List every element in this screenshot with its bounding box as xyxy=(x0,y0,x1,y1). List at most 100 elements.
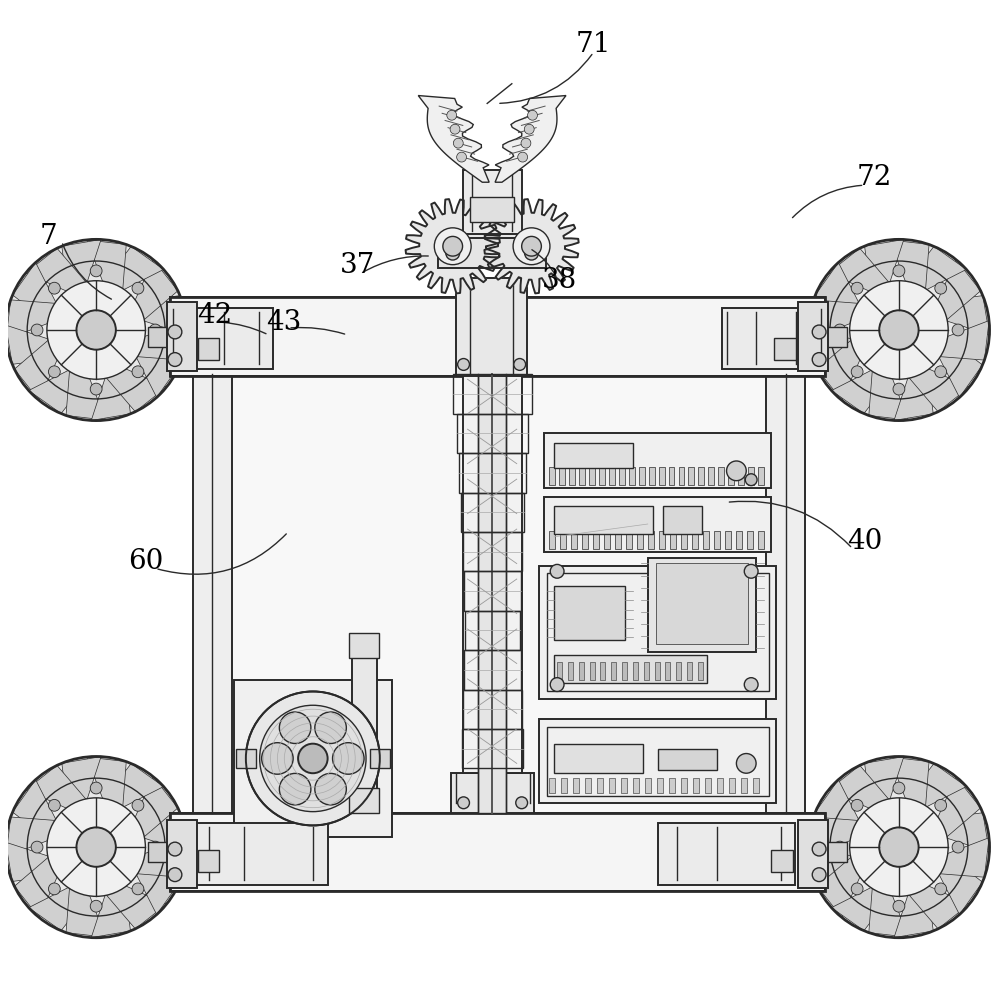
Circle shape xyxy=(298,744,328,773)
Polygon shape xyxy=(6,299,55,340)
Polygon shape xyxy=(890,239,929,289)
Circle shape xyxy=(834,841,846,853)
Bar xyxy=(747,531,753,549)
Polygon shape xyxy=(6,817,55,857)
Bar xyxy=(725,531,731,549)
Bar xyxy=(554,443,633,468)
Circle shape xyxy=(851,365,863,377)
Bar xyxy=(547,727,769,796)
Circle shape xyxy=(812,842,826,856)
Circle shape xyxy=(812,868,826,882)
Bar xyxy=(629,467,635,485)
Circle shape xyxy=(514,359,526,370)
Bar xyxy=(585,778,591,793)
Bar xyxy=(670,531,676,549)
Polygon shape xyxy=(809,299,858,340)
Circle shape xyxy=(851,800,863,812)
Polygon shape xyxy=(136,813,187,852)
Circle shape xyxy=(457,153,467,162)
Bar xyxy=(554,586,625,640)
Bar xyxy=(453,374,532,414)
Polygon shape xyxy=(817,341,860,400)
Circle shape xyxy=(132,365,144,377)
Bar xyxy=(236,749,256,768)
Circle shape xyxy=(744,678,758,691)
Circle shape xyxy=(6,756,187,938)
Circle shape xyxy=(31,841,43,853)
Bar xyxy=(681,531,687,549)
Bar xyxy=(463,364,522,773)
Circle shape xyxy=(458,359,469,370)
Bar xyxy=(758,467,764,485)
Polygon shape xyxy=(939,296,989,335)
Polygon shape xyxy=(890,756,929,806)
Bar xyxy=(645,778,651,793)
Bar xyxy=(349,633,379,658)
Circle shape xyxy=(453,138,463,148)
Bar xyxy=(766,374,805,813)
Bar xyxy=(600,662,605,680)
Bar xyxy=(457,414,528,453)
Bar xyxy=(198,850,219,872)
Polygon shape xyxy=(26,765,86,808)
Polygon shape xyxy=(909,886,969,929)
Bar xyxy=(681,778,687,793)
Bar xyxy=(698,467,704,485)
Bar xyxy=(657,778,663,793)
Circle shape xyxy=(550,564,564,578)
Text: 42: 42 xyxy=(197,301,232,329)
Circle shape xyxy=(76,827,116,867)
Polygon shape xyxy=(940,837,989,878)
Circle shape xyxy=(952,324,964,336)
Bar xyxy=(825,327,847,347)
Bar xyxy=(679,467,684,485)
Bar xyxy=(170,813,825,891)
Polygon shape xyxy=(13,263,56,322)
Bar xyxy=(370,749,390,768)
Polygon shape xyxy=(815,263,858,322)
Bar xyxy=(693,778,699,793)
Polygon shape xyxy=(829,765,889,808)
Circle shape xyxy=(6,239,187,421)
Bar xyxy=(615,531,621,549)
Polygon shape xyxy=(137,338,180,397)
Circle shape xyxy=(47,281,145,379)
Circle shape xyxy=(149,841,161,853)
Circle shape xyxy=(518,153,528,162)
Bar xyxy=(478,374,506,813)
Circle shape xyxy=(149,324,161,336)
Polygon shape xyxy=(831,887,891,931)
Circle shape xyxy=(736,754,756,773)
Bar xyxy=(464,571,521,611)
Bar xyxy=(470,197,514,222)
Bar xyxy=(234,680,392,837)
Circle shape xyxy=(524,124,534,134)
Bar xyxy=(463,690,522,729)
Bar xyxy=(549,778,555,793)
Bar xyxy=(708,467,714,485)
Bar xyxy=(557,662,562,680)
Polygon shape xyxy=(135,777,178,836)
Polygon shape xyxy=(137,855,180,914)
Circle shape xyxy=(893,383,905,395)
Bar xyxy=(692,531,698,549)
Bar xyxy=(539,719,776,803)
Circle shape xyxy=(447,110,457,120)
Text: 40: 40 xyxy=(847,528,882,556)
Bar xyxy=(648,531,654,549)
Polygon shape xyxy=(135,260,178,319)
Polygon shape xyxy=(869,888,908,938)
Bar xyxy=(349,788,379,813)
Bar xyxy=(658,823,795,885)
Circle shape xyxy=(434,228,471,265)
Bar xyxy=(438,238,546,268)
Text: 43: 43 xyxy=(266,308,301,336)
Polygon shape xyxy=(29,887,88,931)
Bar xyxy=(573,778,579,793)
Bar xyxy=(703,531,709,549)
Circle shape xyxy=(132,283,144,295)
Bar xyxy=(728,467,734,485)
Bar xyxy=(771,850,793,872)
Bar xyxy=(639,467,645,485)
Polygon shape xyxy=(87,756,126,806)
